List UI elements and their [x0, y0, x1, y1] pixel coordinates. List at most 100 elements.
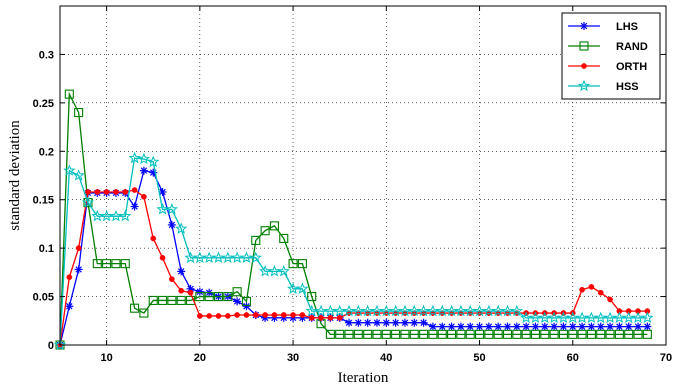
data-point-lhs: [512, 322, 521, 331]
series-line-rand: [59, 91, 648, 346]
data-point-hss: [259, 265, 272, 277]
data-point-hss: [119, 209, 132, 222]
data-point-orth: [141, 193, 147, 200]
data-point-orth: [94, 189, 101, 195]
data-point-rand: [260, 226, 270, 236]
data-point-hss: [529, 311, 542, 324]
data-point-hss: [408, 304, 421, 317]
data-point-hss: [538, 311, 551, 324]
legend-marker-hss: [577, 79, 591, 92]
data-point-rand: [148, 295, 158, 305]
data-point-lhs: [233, 297, 242, 306]
data-point-hss: [63, 164, 76, 176]
data-point-lhs: [195, 287, 204, 296]
data-point-rand: [586, 329, 596, 339]
data-point-rand: [167, 295, 177, 305]
data-point-lhs: [503, 322, 512, 331]
data-point-rand: [447, 329, 457, 339]
y-axis-title: standard deviation: [7, 120, 23, 231]
data-point-rand: [521, 329, 531, 339]
data-point-hss: [165, 203, 178, 215]
data-point-orth: [243, 312, 250, 318]
data-point-rand: [325, 329, 335, 339]
data-point-orth: [150, 235, 157, 242]
y-tick-label: 0.05: [33, 292, 54, 304]
data-point-hss: [594, 311, 607, 324]
data-point-rand: [484, 329, 494, 339]
data-point-rand: [493, 329, 503, 339]
data-point-lhs: [587, 322, 596, 331]
data-point-rand: [102, 259, 112, 269]
data-point-hss: [137, 152, 150, 165]
legend: LHS RAND ORTH HSS: [561, 12, 661, 100]
legend-label-hss: HSS: [616, 81, 639, 93]
legend-item-orth: ORTH: [568, 61, 647, 73]
x-tick-label: 60: [567, 352, 579, 364]
data-point-hss: [622, 311, 635, 324]
data-point-orth: [327, 315, 334, 321]
data-point-lhs: [484, 322, 493, 331]
data-point-hss: [184, 251, 197, 263]
data-point-rand: [391, 329, 401, 339]
data-point-rand: [213, 292, 224, 302]
data-point-hss: [520, 311, 533, 324]
data-point-orth: [196, 313, 203, 319]
data-point-rand: [92, 259, 102, 269]
data-point-orth: [597, 289, 604, 296]
data-point-rand: [372, 329, 382, 339]
data-point-rand: [335, 329, 345, 339]
data-point-lhs: [475, 322, 484, 331]
x-tick-label: 40: [380, 352, 392, 364]
data-point-hss: [361, 304, 374, 317]
data-point-orth: [187, 289, 194, 296]
data-point-rand: [512, 329, 522, 339]
data-point-orth: [607, 296, 613, 303]
data-point-rand: [605, 329, 615, 339]
data-point-rand: [344, 329, 354, 339]
data-point-orth: [103, 189, 110, 195]
data-point-rand: [74, 107, 84, 118]
data-point-lhs: [606, 322, 615, 331]
data-point-hss: [296, 282, 309, 294]
legend-item-lhs: LHS: [568, 21, 638, 33]
data-point-lhs: [494, 322, 503, 331]
data-point-hss: [109, 209, 122, 222]
y-tick-label: 0.3: [39, 49, 54, 61]
legend-marker-rand: [579, 41, 589, 51]
data-point-lhs: [634, 322, 643, 331]
data-point-rand: [251, 235, 261, 245]
data-point-hss: [492, 304, 505, 317]
data-point-lhs: [540, 322, 549, 331]
data-point-orth: [66, 274, 73, 281]
data-point-lhs: [177, 267, 186, 276]
y-tick-label: 0.2: [39, 146, 54, 158]
data-point-hss: [585, 311, 598, 324]
data-point-rand: [353, 329, 363, 339]
data-point-rand: [269, 221, 279, 231]
data-point-hss: [641, 311, 654, 324]
x-tick-label: 30: [287, 352, 299, 364]
y-tick-label: 0.15: [33, 195, 54, 207]
x-axis-title: Iteration: [338, 370, 389, 386]
data-point-lhs: [456, 322, 465, 331]
data-point-lhs: [382, 318, 391, 327]
data-point-rand: [642, 329, 652, 339]
data-point-lhs: [74, 265, 83, 274]
data-point-hss: [212, 251, 225, 263]
y-tick-label: 0.1: [39, 243, 54, 255]
series-group: [53, 89, 654, 351]
data-point-hss: [389, 304, 402, 317]
data-point-rand: [363, 329, 373, 339]
data-point-orth: [178, 287, 185, 294]
data-point-lhs: [568, 322, 577, 331]
legend-marker-lhs: [580, 22, 588, 30]
data-point-lhs: [522, 322, 531, 331]
data-point-orth: [234, 312, 240, 318]
data-point-lhs: [624, 322, 633, 331]
data-point-lhs: [438, 322, 447, 331]
data-point-rand: [614, 329, 624, 339]
series-line-lhs: [59, 169, 648, 346]
data-point-hss: [436, 304, 449, 317]
data-point-rand: [176, 295, 186, 305]
data-point-orth: [85, 189, 91, 195]
